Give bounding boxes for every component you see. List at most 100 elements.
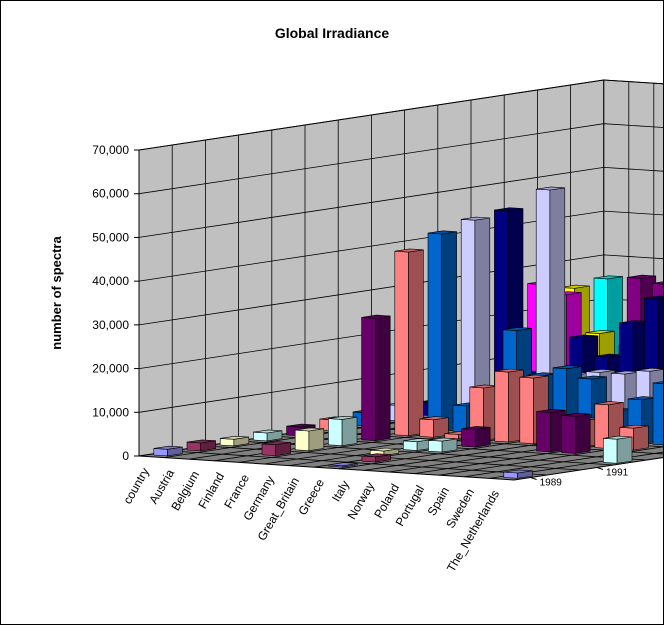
bar-front [652,382,663,446]
bar-top [220,435,249,440]
y-tick-label: 10,000 [92,405,129,419]
bar-top [427,230,457,235]
bar-top [636,367,663,372]
bar-top [370,447,399,452]
y-tick-label: 0 [122,449,129,463]
bar-top [153,445,183,450]
bar-front [519,376,534,445]
bar-top [560,284,590,289]
bar-front [536,411,551,453]
bar-top [494,207,524,212]
bar-front [419,418,434,438]
bar-front [153,448,168,457]
bar-front [328,418,343,447]
bar-top [569,334,599,339]
bar-side [308,428,325,452]
floor-gridline [463,446,663,478]
bar-top [328,462,358,467]
bar-front [186,441,201,452]
bar-side [341,416,358,447]
bar-front [403,440,418,451]
bar-front [603,437,618,464]
bar-top [594,401,624,406]
bar-top [494,368,524,373]
bar-top [394,248,424,253]
bar-Great_Britain-1992 [403,438,433,451]
bar-side [374,315,391,442]
y-axis-title: number of spectra [49,236,64,350]
bars-layer [153,186,663,479]
bar-Finland-1992 [328,415,358,447]
y-tick-label: 20,000 [92,362,129,376]
bar-top [361,314,391,319]
bar-Portugal-1993 [561,412,591,454]
bar-side [441,231,457,432]
bar-top [585,330,615,334]
bar-Finland-1990 [261,441,291,457]
bar-Finland-1991 [294,427,325,452]
bar-side [474,426,491,448]
bar-top [593,275,623,280]
bar-front [361,317,376,442]
bar-The_Netherlands-1989 [503,469,533,479]
bar-front [428,439,443,453]
bar-top [652,281,663,285]
bar-Greece-1994 [494,368,524,443]
bar-front [427,232,443,432]
y-tick-label: 30,000 [92,318,129,332]
bar-top [253,429,283,434]
floor-gridline [438,441,663,476]
bar-country-1989 [153,445,183,457]
bar-Finland-1996 [460,216,491,427]
bar-front [219,438,235,447]
bar-top [286,423,316,428]
floor-gridline [172,450,548,476]
chart-title: Global Irradiance [275,25,390,41]
bar-country-1992 [253,429,283,442]
y-gridline [138,166,663,238]
bar-side [616,436,633,464]
depth-tick-label: 1989 [540,478,563,489]
bar-Poland-1993 [536,409,566,453]
y-tick-label: 60,000 [92,187,129,201]
bar-The_Netherlands-1992 [603,435,633,464]
bar-top [536,186,565,191]
bar-top [361,453,391,458]
bar-Finland-1993 [361,314,391,442]
bar-front [394,250,409,437]
bar-top [295,427,324,432]
bar-top [619,424,649,429]
bar-top [603,435,633,440]
bar-country-1990 [186,439,216,452]
bar-top [261,441,291,446]
bar-top [577,375,607,380]
bar-Greece-1992 [428,437,458,453]
bar-country-1991 [219,435,250,447]
bar-France-1994 [419,416,449,438]
bar-top [461,216,490,221]
bar-front [294,429,310,452]
bar-top [536,409,566,413]
bar-top [328,415,358,420]
depth-tick-label: 1991 [606,468,629,479]
bar-side [633,425,649,451]
bar-front [461,428,476,448]
bar-Greece-1993 [461,426,491,448]
bar-top [428,437,458,442]
bar-top [552,365,582,370]
bar-front [494,370,509,443]
y-gridline [138,210,663,282]
bar-top [502,327,532,331]
bar-front [561,415,576,454]
depth-tick-mark [530,477,537,480]
category-label: Spain [425,485,452,519]
y-tick-label: 70,000 [92,143,129,157]
bar-top [461,426,491,430]
y-gridline [138,123,663,195]
depth-tick-mark [596,467,604,470]
bar-top [586,368,615,373]
bar-Greece-1990 [361,453,391,463]
category-label: Italy [329,478,352,504]
floor-gridline [488,451,663,479]
